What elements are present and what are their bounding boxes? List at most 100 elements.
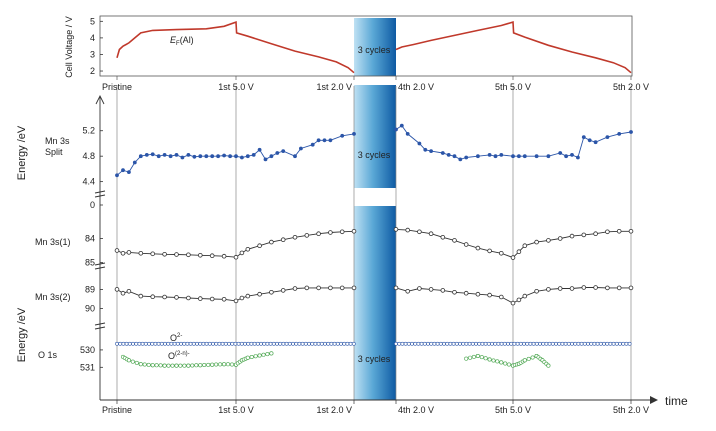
- mn3s-1-point: [339, 229, 345, 235]
- mn3s-1-point: [245, 247, 251, 252]
- mn3s-2-point: [557, 286, 563, 291]
- o2-point: [438, 341, 443, 346]
- mn3s-2-point: [239, 295, 245, 301]
- o2-point: [214, 341, 219, 346]
- voltage-series-0-line-1: [395, 21, 632, 74]
- o-n-point: [257, 353, 262, 358]
- mn3s-2-point: [245, 293, 251, 299]
- o2-point: [589, 341, 594, 346]
- o-n-point: [253, 354, 258, 359]
- o2-point: [207, 341, 212, 346]
- mn3s-split-point: [275, 151, 280, 155]
- o2-point: [159, 341, 164, 346]
- o2-point: [426, 341, 430, 346]
- o2-point: [470, 341, 475, 346]
- mn3s-2-point: [221, 296, 227, 302]
- ef-letter: E: [170, 35, 177, 45]
- o2-point: [259, 341, 263, 346]
- o2-point: [124, 341, 129, 346]
- mn3s-split-point: [399, 123, 404, 128]
- row-label-line-1: Mn 3s: [45, 136, 70, 146]
- o2-point: [435, 341, 440, 346]
- o-n-point: [487, 357, 492, 362]
- o2-point: [339, 341, 343, 346]
- o2-point: [544, 341, 549, 346]
- mn3s-1-point: [351, 229, 357, 234]
- mn3s-1-point: [162, 252, 167, 257]
- y-axis-arrow: [95, 94, 105, 105]
- o2-point: [474, 341, 478, 346]
- voltage-ytick-label-3: 5: [90, 16, 95, 26]
- o2-point: [429, 341, 434, 346]
- mn3s-2-ytick-label-1: 90: [85, 303, 95, 313]
- o2-point: [329, 341, 334, 346]
- o2-point: [400, 341, 405, 346]
- mn3s-split-point: [240, 155, 244, 160]
- o2-point: [490, 341, 494, 346]
- mn3s-1-point: [393, 227, 399, 232]
- o-n-point: [154, 363, 159, 368]
- o2-point: [493, 341, 498, 346]
- axis-break-2: [94, 322, 106, 330]
- mn3s-2-point: [510, 300, 516, 306]
- o2-point: [512, 341, 517, 346]
- o2-point: [506, 341, 510, 346]
- mn3s-split-point: [464, 155, 469, 160]
- mn3s-1-point: [475, 245, 481, 251]
- mn3s-2-point: [328, 285, 333, 291]
- o2-point: [156, 341, 161, 346]
- mn3s-2-point: [605, 285, 610, 291]
- mn3s-1-ytick-label-0: 84: [85, 234, 95, 244]
- bottom-tick-label-0: Pristine: [102, 405, 132, 415]
- o2-point: [461, 341, 466, 346]
- mn3s-1-point: [120, 251, 126, 256]
- mn3s-1-point: [209, 253, 215, 259]
- mn3s-1-point: [440, 235, 446, 240]
- voltage-panel-frame: [99, 15, 633, 77]
- gap-separator: [353, 189, 397, 205]
- gap-label-core: 3 cycles: [358, 354, 391, 364]
- bottom-tick-label-4: 5th 5.0 V: [495, 405, 531, 415]
- mn3s-split-point: [316, 138, 321, 143]
- mn3s-2-point: [534, 288, 539, 294]
- mn3s-2-point: [463, 290, 469, 296]
- mn3s-2-point: [417, 286, 422, 291]
- o-n-point: [546, 363, 551, 368]
- mn3s-1-point: [186, 252, 191, 258]
- mn3s-split-ytick-label-2: 5.2: [82, 126, 95, 136]
- mn3s-split-point: [150, 152, 155, 157]
- mn3s-1-point: [304, 233, 310, 238]
- o-n-label-charge: (2-n)-: [175, 351, 190, 357]
- o2-point: [220, 341, 225, 346]
- o2-point: [227, 341, 231, 346]
- o-n-point: [491, 358, 496, 363]
- o-n-point: [138, 362, 143, 367]
- o2-point: [621, 341, 626, 346]
- mn3s-2-point: [198, 296, 203, 301]
- mn3s-split-point: [115, 173, 119, 178]
- o-n-point: [182, 363, 187, 368]
- mn3s-split-point: [156, 154, 161, 159]
- o2-point: [557, 341, 562, 346]
- mn3s-split-point: [340, 133, 345, 138]
- mn3s-1-point: [534, 239, 539, 245]
- mn3s-split-point: [228, 154, 233, 159]
- o2-point: [191, 341, 196, 346]
- o2-point: [614, 341, 619, 346]
- o2-point: [442, 341, 446, 346]
- mn3s-split-point: [429, 149, 433, 154]
- axis-break-1: [94, 262, 106, 270]
- mn3s-1-point: [269, 239, 274, 245]
- mn3s-2-point: [339, 285, 345, 291]
- mn3s-2-point: [475, 291, 481, 297]
- mn3s-2-point: [304, 285, 310, 291]
- o2-point: [403, 341, 408, 346]
- o2-point: [198, 341, 203, 346]
- o2-point: [608, 341, 613, 346]
- top-tick-label-5: 5th 2.0 V: [613, 82, 649, 92]
- o2-point: [345, 341, 350, 346]
- o-n-point: [269, 351, 274, 356]
- mn3s-split-point: [121, 168, 125, 173]
- o2-point: [188, 341, 193, 346]
